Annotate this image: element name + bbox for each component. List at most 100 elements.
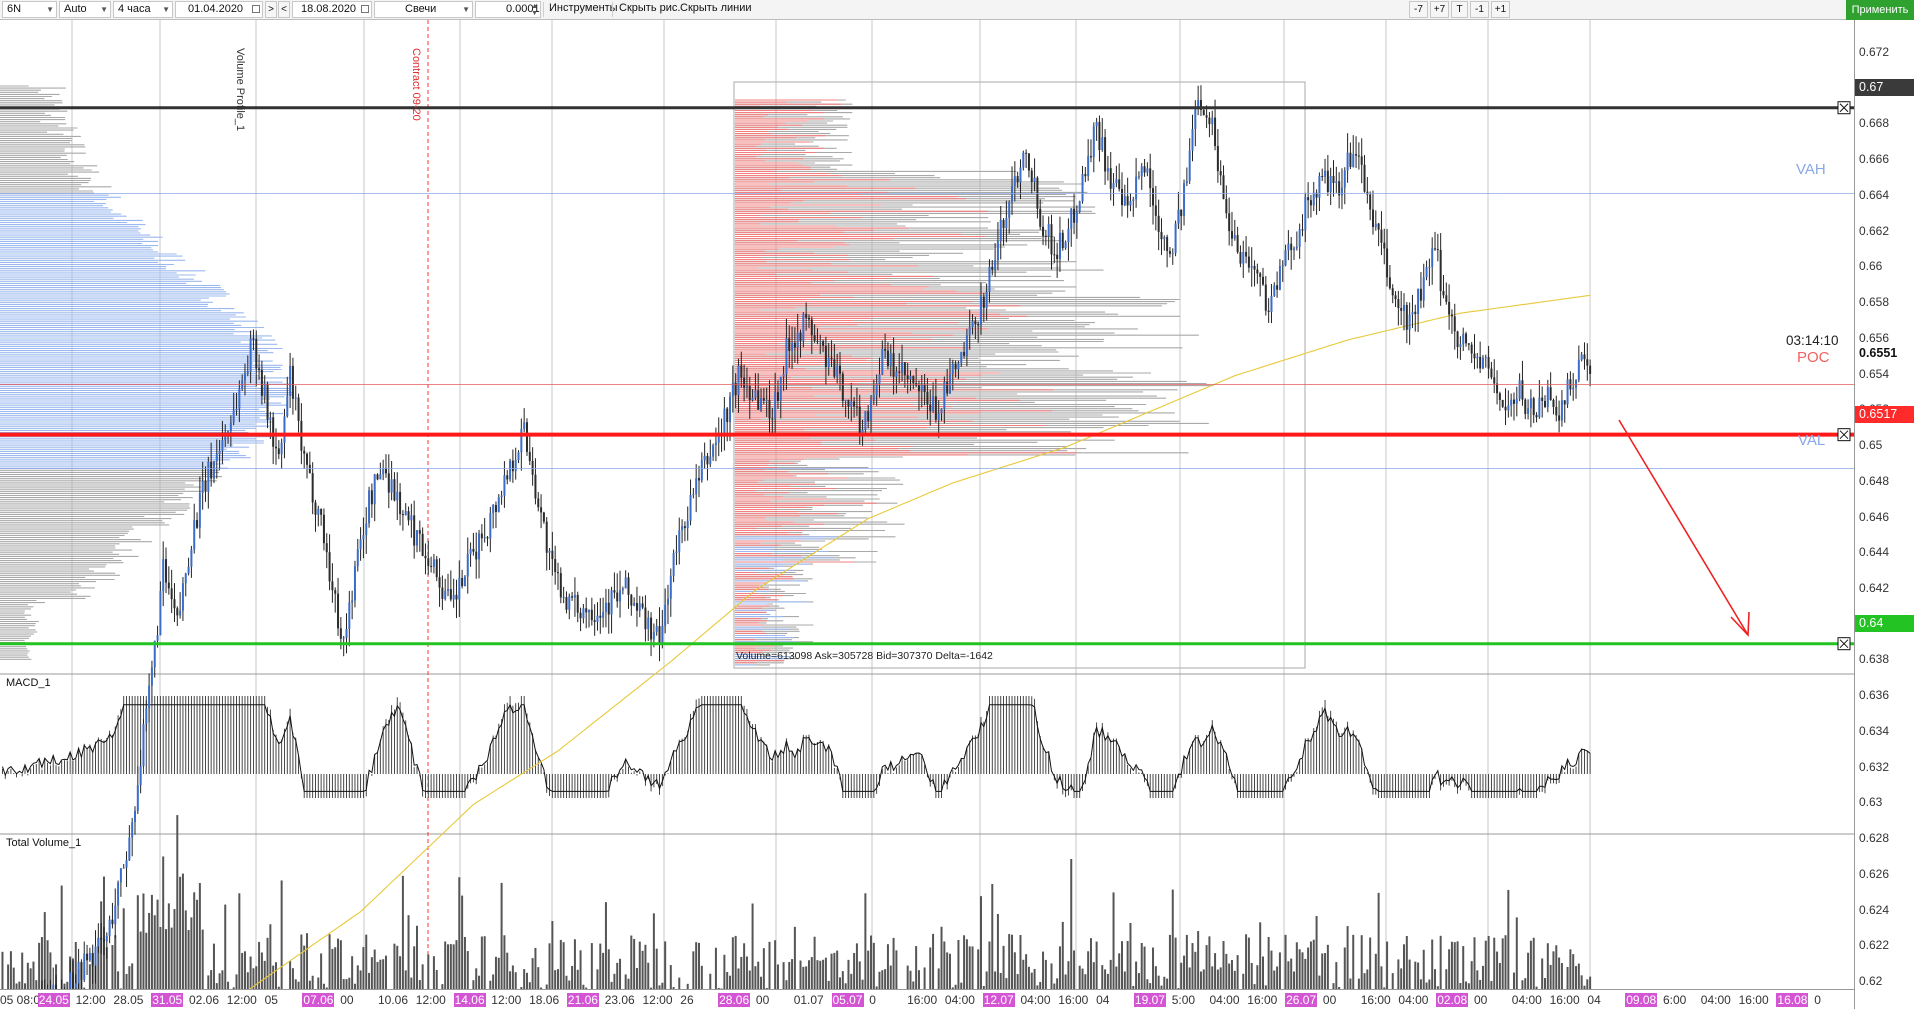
plus1-button[interactable]: +1 [1491, 1, 1510, 18]
price-tag: 0.6517 [1855, 405, 1914, 423]
volume-bar [1042, 951, 1045, 989]
time-tick: 18.06 [529, 993, 560, 1007]
volume-bar [633, 938, 636, 989]
candle-body [968, 327, 971, 336]
volume-bar [525, 972, 528, 989]
candle-body [929, 404, 932, 412]
tick-size-value: 0.0001 [506, 3, 540, 15]
candle-body [819, 341, 822, 343]
candle-body [370, 490, 373, 505]
volume-bar [1219, 967, 1222, 989]
candle-body [1577, 359, 1580, 380]
volume-bar [912, 981, 915, 989]
volume-stats-label: Volume=613098 Ask=305728 Bid=307370 Delt… [736, 650, 993, 662]
volume-bar [339, 940, 342, 989]
candle-body [1183, 183, 1186, 216]
candle-body [765, 399, 768, 401]
candle-body [1163, 237, 1166, 240]
volume-bar [238, 893, 241, 989]
price-tick: 0.656 [1859, 330, 1890, 345]
volume-bar [432, 956, 435, 989]
volume-bar [1166, 978, 1169, 989]
candle-body [396, 491, 399, 501]
candle-body [328, 552, 331, 582]
candle-body [1405, 304, 1408, 330]
candle-body [1560, 400, 1563, 421]
mode-select[interactable]: Auto ▼ [59, 1, 111, 18]
candle-body [187, 566, 190, 574]
candle-body [1391, 288, 1394, 296]
price-tick: 0.638 [1859, 652, 1890, 667]
candle-body [963, 351, 966, 356]
t-button[interactable]: T [1451, 1, 1468, 18]
volume-bar [1273, 970, 1276, 989]
volume-bar [246, 972, 249, 989]
candle-body [565, 597, 568, 610]
minus1-button[interactable]: -1 [1470, 1, 1489, 18]
candle-body [1374, 223, 1377, 228]
candle-body [678, 530, 681, 552]
candle-body [475, 551, 478, 560]
candle-body [650, 617, 653, 640]
chart-type-select[interactable]: Свечи ▼ [374, 1, 473, 18]
tick-size-stepper[interactable]: 0.0001 ▲ ▼ [475, 1, 541, 18]
volume-bar [1417, 962, 1420, 989]
volume-bar [613, 973, 616, 989]
candle-body [1287, 243, 1290, 251]
candle-body [210, 461, 213, 479]
candle-body [596, 615, 599, 622]
candle-body [1152, 188, 1155, 206]
volume-bar [1061, 921, 1064, 989]
time-tick: 04 [1096, 993, 1110, 1007]
volume-bar [1462, 946, 1465, 989]
candle-body [1160, 231, 1163, 240]
volume-bar [1118, 953, 1121, 989]
next-period-button[interactable]: > [265, 1, 277, 18]
timeframe-select[interactable]: 4 часа ▼ [113, 1, 173, 18]
candle-body [661, 625, 664, 644]
volume-bar [514, 972, 517, 989]
volume-bar [714, 947, 717, 989]
price-tick: 0.648 [1859, 473, 1890, 488]
date-to-input[interactable]: 18.08.2020 [292, 1, 372, 18]
candle-body [672, 553, 675, 576]
volume-bar [210, 970, 213, 989]
candle-body [994, 260, 997, 270]
candle-body [1075, 211, 1078, 223]
plus7-button[interactable]: +7 [1430, 1, 1449, 18]
hide-drawings-button[interactable]: Скрыть рис. [619, 2, 681, 14]
candle-body [658, 626, 661, 644]
time-tick: 23.06 [604, 993, 635, 1007]
volume-bar [644, 944, 647, 989]
volume-bar [21, 952, 24, 989]
minus7-button[interactable]: -7 [1409, 1, 1428, 18]
date-from-input[interactable]: 01.04.2020 [175, 1, 263, 18]
toolbar: 6N ▼ Auto ▼ 4 часа ▼ 01.04.2020 > < 18.08.2… [0, 0, 1914, 20]
prev-period-button[interactable]: < [278, 1, 290, 18]
volume-bar [1436, 986, 1439, 989]
candle-body [525, 422, 528, 452]
volume-bar [768, 941, 771, 989]
candle-body [105, 935, 108, 942]
volume-bar [117, 971, 120, 989]
volume-bar [1132, 985, 1135, 989]
instruments-button[interactable]: Инструменты [549, 2, 618, 14]
candle-body [275, 446, 277, 449]
candle-body [757, 390, 760, 410]
volume-bar [531, 958, 534, 989]
candle-body [198, 492, 201, 528]
apply-button[interactable]: Применить [1846, 0, 1914, 20]
volume-bar [841, 971, 844, 989]
volume-bar [819, 960, 822, 989]
volume-bar [1089, 938, 1092, 989]
symbol-select[interactable]: 6N ▼ [2, 1, 57, 18]
candle-body [91, 952, 94, 966]
volume-bar [272, 965, 275, 989]
candle-body [748, 385, 751, 400]
chevron-down-icon: ▼ [162, 5, 170, 14]
candle-body [1295, 246, 1298, 249]
candle-body [218, 450, 221, 455]
hide-lines-button[interactable]: Скрыть линии [680, 2, 752, 14]
volume-bar [596, 969, 599, 989]
chart-area[interactable]: Volume Profile_1 Contract 09-20 Volume=6… [0, 20, 1854, 989]
